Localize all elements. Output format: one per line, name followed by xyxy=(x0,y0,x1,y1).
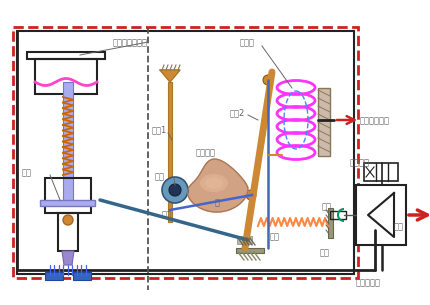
Text: 喷嘴: 喷嘴 xyxy=(321,202,331,211)
Bar xyxy=(317,88,329,156)
Text: 挡板: 挡板 xyxy=(319,248,329,257)
Text: 恒节流孔: 恒节流孔 xyxy=(349,158,369,167)
Text: 气动放大器: 气动放大器 xyxy=(355,278,380,287)
Bar xyxy=(45,272,63,280)
Polygon shape xyxy=(160,70,180,82)
Bar xyxy=(363,163,397,181)
Circle shape xyxy=(169,184,181,196)
Bar xyxy=(168,82,172,222)
Text: 气源: 气源 xyxy=(393,222,403,231)
Ellipse shape xyxy=(200,174,227,192)
Text: 压力信号输入: 压力信号输入 xyxy=(359,116,389,125)
Text: 杠杆2: 杠杆2 xyxy=(230,108,245,117)
Text: 气动薄膜调节阀: 气动薄膜调节阀 xyxy=(113,38,147,47)
Bar xyxy=(17,31,353,274)
Circle shape xyxy=(162,177,187,203)
Text: 搡杆: 搡杆 xyxy=(162,210,172,219)
Bar xyxy=(237,236,252,244)
Bar xyxy=(63,82,73,202)
Polygon shape xyxy=(187,159,247,212)
Polygon shape xyxy=(62,251,74,265)
Bar xyxy=(27,52,105,59)
Bar xyxy=(329,211,345,219)
Text: 轴: 轴 xyxy=(215,198,219,207)
Text: 波纹管: 波纹管 xyxy=(240,38,255,47)
Polygon shape xyxy=(367,193,393,237)
Text: 偏心凸轮: 偏心凸轮 xyxy=(196,148,215,157)
Bar xyxy=(236,248,264,253)
Circle shape xyxy=(262,75,272,85)
Text: 滚轮: 滚轮 xyxy=(155,172,165,181)
Bar xyxy=(45,178,91,213)
Bar xyxy=(73,272,91,280)
Bar xyxy=(355,185,405,245)
Text: 杠杆1: 杠杆1 xyxy=(152,125,167,134)
Bar xyxy=(40,200,95,206)
Ellipse shape xyxy=(205,177,222,189)
Bar xyxy=(13,27,357,278)
Bar xyxy=(58,213,78,251)
Text: 弹簧: 弹簧 xyxy=(269,232,280,241)
Bar xyxy=(35,59,97,94)
Text: 平板: 平板 xyxy=(22,168,32,177)
Circle shape xyxy=(63,215,73,225)
Circle shape xyxy=(246,190,255,200)
Bar xyxy=(327,208,332,238)
